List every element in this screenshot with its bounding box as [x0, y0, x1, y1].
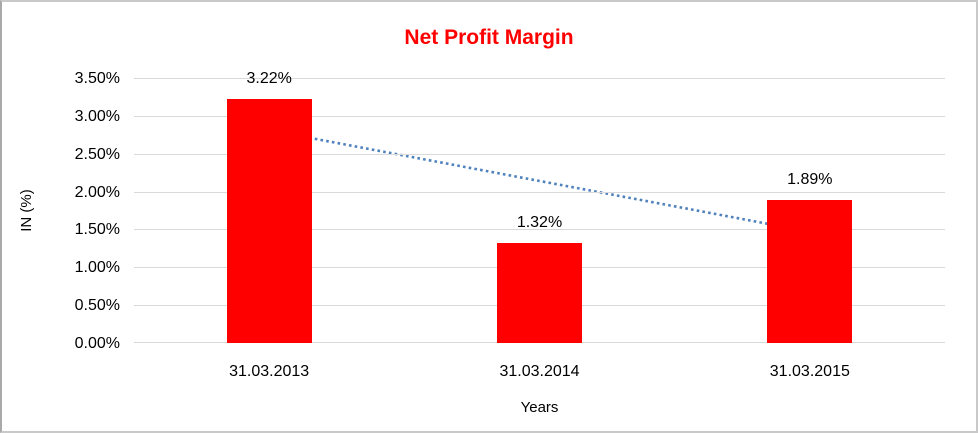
gridline: [134, 115, 945, 117]
x-tick-label: 31.03.2013: [229, 363, 310, 380]
plot-area: 3.22% 1.32% 1.89%: [134, 70, 945, 343]
chart-title: Net Profit Margin: [404, 26, 574, 49]
gridline: [134, 153, 945, 155]
y-tick-label: 0.00%: [74, 335, 120, 352]
gridline: [134, 229, 945, 231]
x-axis-title: Years: [520, 399, 559, 416]
bar: [226, 99, 312, 343]
y-tick-label: 2.50%: [74, 145, 120, 163]
y-tick-label: 0.50%: [74, 297, 120, 315]
bar: [497, 243, 582, 343]
y-tick-label: 3.00%: [74, 107, 120, 125]
y-tick-label: 1.50%: [74, 221, 120, 239]
bar-data-label: 1.89%: [787, 170, 833, 188]
x-tick-label: 31.03.2014: [499, 363, 580, 380]
gridline: [134, 78, 945, 79]
trendline: [268, 128, 811, 233]
bar-data-label: 3.22%: [246, 70, 292, 88]
y-tick-label: 1.00%: [74, 259, 120, 277]
y-tick-label: 3.50%: [74, 70, 120, 87]
x-tick-label: 31.03.2015: [769, 363, 850, 380]
gridline: [134, 191, 945, 193]
bar-data-label: 1.32%: [516, 214, 563, 232]
bar: [767, 199, 853, 343]
y-tick-label: 2.00%: [74, 183, 120, 201]
